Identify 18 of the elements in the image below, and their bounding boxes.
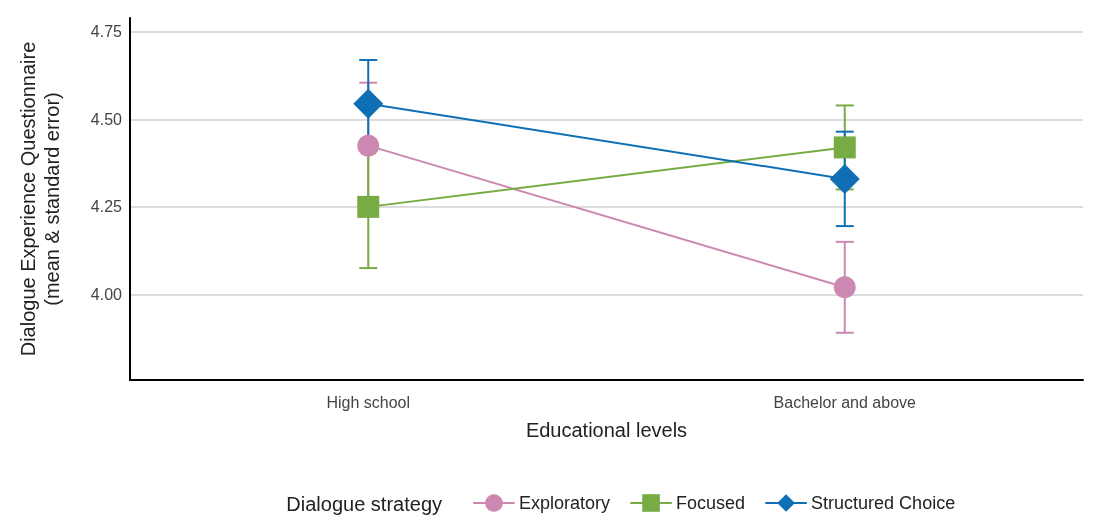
point xyxy=(833,276,856,299)
y-tick-label: 4.75 xyxy=(90,23,123,41)
point xyxy=(829,163,860,194)
point xyxy=(357,134,380,157)
point xyxy=(833,136,856,159)
legend-label: Structured Choice xyxy=(811,493,956,513)
y-axis-title: Dialogue Experience Questionnaire (mean & standard error) xyxy=(17,41,63,357)
x-tick-label: High school xyxy=(326,393,411,411)
point xyxy=(353,88,384,119)
legend-label: Exploratory xyxy=(519,493,611,513)
legend-title: Dialogue strategy xyxy=(286,493,443,515)
x-axis-title: Educational levels xyxy=(525,419,688,441)
point xyxy=(357,195,380,218)
y-tick-label: 4.25 xyxy=(90,198,123,216)
y-tick-label: 4.00 xyxy=(90,285,123,303)
y-tick-label: 4.50 xyxy=(90,110,123,128)
legend-label: Focused xyxy=(676,493,746,513)
x-tick-label: Bachelor and above xyxy=(773,393,917,411)
